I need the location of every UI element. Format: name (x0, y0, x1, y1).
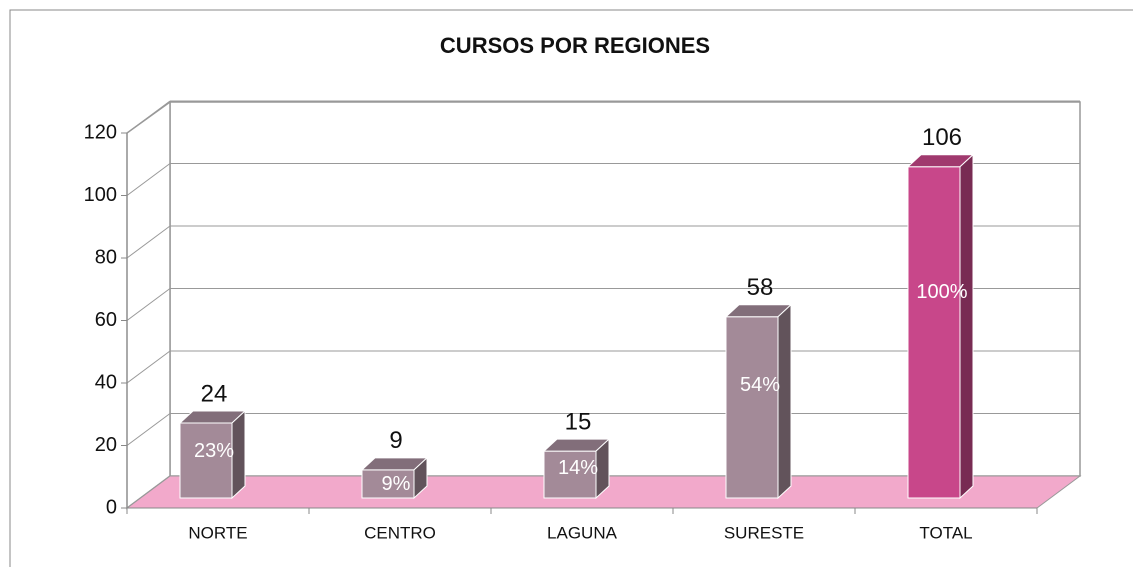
y-tick-label: 80 (95, 246, 117, 268)
percent-label: 100% (916, 281, 967, 303)
value-label: 106 (922, 124, 962, 151)
percent-label: 54% (740, 374, 780, 396)
value-label: 9 (389, 427, 402, 454)
bar-front (543, 450, 597, 499)
value-label: 15 (565, 408, 592, 435)
bar-side (595, 437, 610, 500)
y-tick-label: 40 (95, 371, 117, 393)
chart-title: CURSOS POR REGIONES (440, 33, 710, 58)
x-tick-label: LAGUNA (547, 523, 618, 542)
x-tick-label: TOTAL (919, 523, 972, 542)
grid-line (126, 100, 171, 134)
value-label: 24 (201, 380, 228, 407)
bar-side (959, 153, 974, 500)
bar-front (361, 469, 415, 499)
y-tick-label: 60 (95, 309, 117, 331)
bar-front (725, 316, 779, 499)
x-tick-label: NORTE (188, 523, 247, 542)
y-tick-label: 0 (106, 496, 117, 518)
value-label: 58 (747, 274, 774, 301)
grid-line (126, 288, 171, 321)
bar-front (179, 422, 233, 499)
bar-front (907, 166, 961, 499)
x-tick-label: CENTRO (364, 523, 436, 542)
percent-label: 23% (194, 440, 234, 462)
percent-label: 14% (558, 457, 598, 479)
y-tick-label: 100 (84, 184, 117, 206)
bar-side (777, 303, 792, 500)
y-tick-label: 20 (95, 434, 117, 456)
bars: 24 23% 9 9% 15 14% 58 54% 106 100% (178, 124, 975, 500)
bar-side (413, 456, 428, 500)
grid-line (126, 475, 171, 509)
bar-side (231, 409, 246, 500)
grid-line (126, 350, 171, 384)
y-tick-label: 120 (84, 121, 117, 143)
percent-label: 9% (382, 473, 411, 495)
grid-line (126, 413, 171, 446)
grid-line (126, 225, 171, 259)
grid-line (126, 163, 171, 196)
x-tick-label: SURESTE (724, 523, 804, 542)
frame (9, 9, 1133, 567)
